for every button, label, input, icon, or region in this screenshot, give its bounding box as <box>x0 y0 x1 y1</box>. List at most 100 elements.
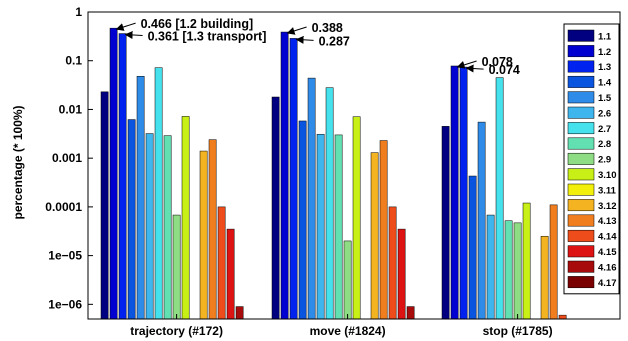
legend-label: 3.12 <box>598 201 617 212</box>
legend-swatch <box>568 107 594 118</box>
bar <box>451 66 458 319</box>
bar <box>344 241 351 319</box>
bar <box>335 135 342 319</box>
bar <box>559 315 566 319</box>
bar <box>478 122 485 319</box>
bar <box>541 236 548 319</box>
y-tick-label: 0.01 <box>59 102 83 116</box>
y-axis: 1 0.1 0.01 0.001 0.0001 1e−05 1e−06 <box>45 5 93 311</box>
legend-swatch <box>568 76 594 87</box>
legend-label: 1.4 <box>598 78 612 89</box>
legend-label: 2.8 <box>598 139 611 150</box>
bar <box>272 97 279 319</box>
bar <box>496 78 503 319</box>
y-axis-label: percentage (* 100%) <box>11 105 25 219</box>
y-tick-label: 0.0001 <box>45 200 82 214</box>
bar <box>469 176 476 319</box>
legend-label: 1.2 <box>598 47 611 58</box>
legend-label: 2.9 <box>598 155 611 166</box>
legend-swatch <box>568 45 594 56</box>
bar <box>281 32 288 319</box>
bar <box>119 34 126 319</box>
legend-swatch <box>568 261 594 272</box>
bar <box>398 229 405 319</box>
annotation-arrow <box>288 27 307 33</box>
bar <box>110 28 117 319</box>
bar <box>128 120 135 319</box>
annotation-label: 0.361 [1.3 transport] <box>148 30 267 44</box>
bar <box>550 205 557 319</box>
legend-label: 2.7 <box>598 124 611 135</box>
legend-swatch <box>568 199 594 210</box>
annotations: 0.466 [1.2 building]0.361 [1.3 transport… <box>117 17 520 77</box>
x-tick-label: move (#1824) <box>310 324 386 338</box>
bar <box>505 221 512 319</box>
bar <box>326 88 333 319</box>
y-tick-label: 1e−05 <box>48 249 82 263</box>
bar <box>146 134 153 319</box>
legend-swatch <box>568 230 594 241</box>
y-tick-label: 0.1 <box>65 54 82 68</box>
bar <box>101 92 108 319</box>
annotation-label: 0.074 <box>489 63 520 77</box>
bar <box>299 121 306 319</box>
bar <box>407 307 414 319</box>
legend-swatch <box>568 246 594 257</box>
legend-swatch <box>568 184 594 195</box>
legend-swatch <box>568 138 594 149</box>
legend-swatch <box>568 153 594 164</box>
bar <box>371 153 378 319</box>
legend-swatch <box>568 169 594 180</box>
annotation-arrow <box>458 61 477 67</box>
bar <box>137 76 144 319</box>
annotation-label: 0.287 <box>319 34 350 48</box>
bar <box>389 207 396 319</box>
legend-label: 4.16 <box>598 262 617 273</box>
y-tick-label: 1 <box>75 5 82 19</box>
legend-label: 4.13 <box>598 216 617 227</box>
annotation-arrow <box>126 35 143 36</box>
legend-label: 1.5 <box>598 93 612 104</box>
legend-swatch <box>568 92 594 103</box>
legend-label: 2.6 <box>598 108 611 119</box>
bar <box>218 207 225 319</box>
bar <box>308 78 315 319</box>
y-tick-label: 0.001 <box>52 151 82 165</box>
bar <box>209 140 216 319</box>
bar <box>200 151 207 319</box>
bar <box>182 116 189 319</box>
bar <box>164 136 171 319</box>
legend-label: 4.17 <box>598 278 617 289</box>
bar <box>514 223 521 319</box>
legend-label: 4.15 <box>598 247 617 258</box>
bar <box>173 215 180 319</box>
bar <box>236 307 243 319</box>
bar <box>290 38 297 319</box>
bar <box>442 126 449 319</box>
bar <box>523 203 530 319</box>
annotation-label: 0.388 <box>312 21 343 35</box>
bar <box>487 215 494 319</box>
bar <box>353 117 360 319</box>
legend-label: 4.14 <box>598 232 617 243</box>
bar <box>460 67 467 319</box>
bar <box>317 134 324 319</box>
annotation-arrow <box>297 39 314 40</box>
legend-swatch <box>568 276 594 287</box>
legend-label: 3.11 <box>598 185 617 196</box>
legend-label: 1.3 <box>598 62 611 73</box>
x-tick-label: stop (#1785) <box>483 324 553 338</box>
bar <box>155 68 162 319</box>
annotation-arrow <box>117 23 136 29</box>
legend-swatch <box>568 30 594 41</box>
bar <box>227 229 234 319</box>
y-tick-label: 1e−06 <box>48 297 82 311</box>
legend: 1.1 1.2 1.3 1.4 1.5 2.6 2.7 2.8 2.9 3.10 3.11 3.12 4… <box>564 24 619 294</box>
legend-swatch <box>568 122 594 133</box>
bar <box>380 141 387 319</box>
x-tick-label: trajectory (#172) <box>130 324 223 338</box>
legend-label: 3.10 <box>598 170 617 181</box>
legend-swatch <box>568 215 594 226</box>
legend-swatch <box>568 61 594 72</box>
